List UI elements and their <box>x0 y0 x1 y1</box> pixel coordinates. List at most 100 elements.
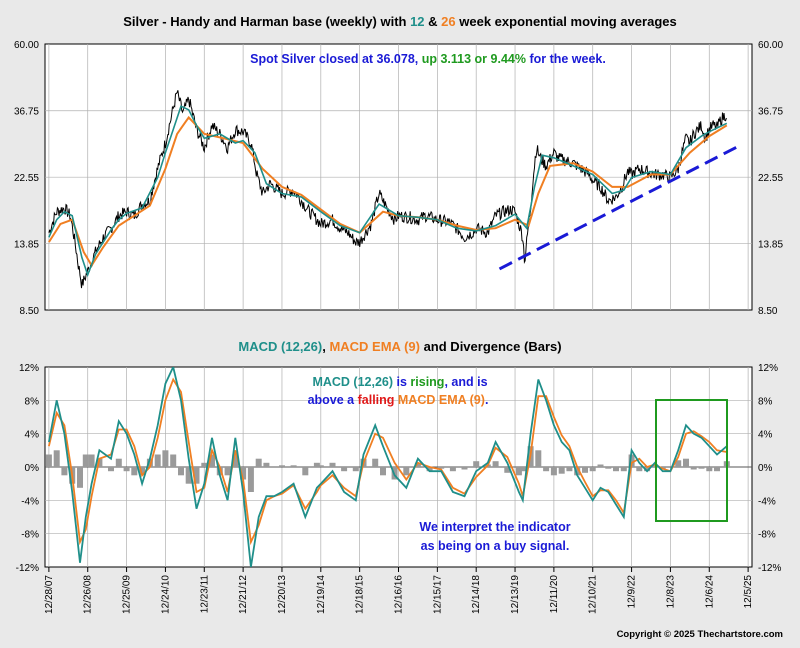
divergence-bar <box>636 467 643 472</box>
divergence-bar <box>492 461 499 467</box>
date-tick-label: 12/25/09 <box>122 575 133 614</box>
trendline <box>498 143 741 271</box>
date-tick-label: 12/9/22 <box>627 575 638 609</box>
divergence-bar <box>372 458 379 467</box>
divergence-bar <box>240 467 247 480</box>
macd-panel-series <box>45 367 730 567</box>
divergence-bar <box>247 467 254 492</box>
date-tick-label: 12/24/10 <box>160 575 171 614</box>
divergence-bar <box>82 454 89 467</box>
spot-silver-annotation: Spot Silver closed at 36.078, up 3.113 o… <box>250 52 606 66</box>
divergence-bar <box>45 454 52 467</box>
date-tick-label: 12/16/16 <box>394 575 405 614</box>
date-tick-label: 12/10/21 <box>588 575 599 614</box>
date-tick-label: 12/11/20 <box>549 575 560 614</box>
divergence-bar <box>675 460 682 467</box>
divergence-bar <box>683 458 689 467</box>
price-y-tick-right: 22.55 <box>758 173 783 184</box>
divergence-bar <box>403 467 410 476</box>
macd-annotation-line1: MACD (12,26) is rising, and is <box>312 375 487 389</box>
divergence-bar <box>550 467 557 476</box>
divergence-bar <box>341 467 348 472</box>
divergence-bar <box>178 467 184 476</box>
date-tick-label: 12/23/11 <box>199 575 210 614</box>
divergence-bar <box>232 454 239 467</box>
macd-y-tick-right: 4% <box>758 430 773 441</box>
macd-y-tick-right: 0% <box>758 463 773 474</box>
date-tick-label: 12/18/15 <box>355 575 366 614</box>
divergence-bar <box>313 462 320 467</box>
price-y-tick-right: 13.85 <box>758 240 783 251</box>
divergence-bar <box>589 467 596 472</box>
macd-y-tick-left: -4% <box>21 496 39 507</box>
divergence-bar <box>438 467 445 469</box>
date-axis: 12/28/07 12/26/08 12/25/09 12/24/10 12/23/11… <box>44 567 754 614</box>
price-y-tick-left: 60.00 <box>14 40 39 51</box>
macd-y-tick-left: 12% <box>19 363 39 374</box>
divergence-bar <box>698 467 705 469</box>
highlight-box <box>655 399 728 522</box>
price-y-tick-right: 8.50 <box>758 306 778 317</box>
divergence-bar <box>582 467 588 473</box>
divergence-bar <box>131 467 138 476</box>
divergence-bar <box>558 467 565 474</box>
price-y-tick-left: 8.50 <box>20 306 40 317</box>
divergence-bar <box>139 467 146 476</box>
date-tick-label: 12/28/07 <box>44 575 55 614</box>
date-tick-label: 12/19/14 <box>316 575 327 614</box>
divergence-bar <box>255 458 262 467</box>
divergence-bar <box>224 467 231 476</box>
price-y-tick-left: 13.85 <box>14 240 39 251</box>
divergence-bar <box>279 465 285 467</box>
price-y-tick-right: 36.75 <box>758 107 783 118</box>
divergence-bar <box>426 467 433 472</box>
ema12-line <box>48 105 728 278</box>
divergence-bar <box>449 467 456 472</box>
macd-y-tick-left: 0% <box>25 463 40 474</box>
price-panel-ticks: 60.00 60.00 36.75 36.75 22.55 22.55 13.85 13.85… <box>14 40 783 317</box>
price-panel-series <box>48 90 741 289</box>
date-tick-label: 12/21/12 <box>238 575 249 614</box>
divergence-bar <box>193 467 200 484</box>
divergence-bar <box>651 465 658 467</box>
divergence-bar <box>519 467 526 472</box>
divergence-bar <box>263 462 270 467</box>
divergence-bar <box>162 450 169 467</box>
divergence-bar <box>620 467 627 472</box>
divergence-bar <box>115 458 122 467</box>
macd-line <box>48 367 728 567</box>
divergence-bar <box>77 467 83 488</box>
divergence-bar <box>123 467 130 472</box>
price-chart-title: Silver - Handy and Harman base (weekly) … <box>123 14 676 29</box>
divergence-bar <box>352 467 359 472</box>
date-tick-label: 12/13/19 <box>510 575 521 614</box>
date-tick-label: 12/26/08 <box>83 575 94 614</box>
macd-y-tick-right: 12% <box>758 363 778 374</box>
divergence-bar <box>690 467 697 470</box>
divergence-bar <box>88 454 95 467</box>
divergence-bar <box>209 454 215 467</box>
divergence-bar <box>154 454 161 467</box>
macd-panel-ticks: 12% 12% 8% 8% 4% 4% 0% 0% -4% -4% -8% -8% -12% -12% <box>16 363 782 574</box>
divergence-bar <box>613 467 619 472</box>
macd-chart-title: MACD (12,26), MACD EMA (9) and Divergenc… <box>238 339 561 354</box>
date-tick-label: 12/15/17 <box>432 575 443 614</box>
price-y-tick-left: 36.75 <box>14 107 39 118</box>
divergence-bar <box>317 465 324 467</box>
divergence-bar <box>380 467 386 476</box>
divergence-bar <box>644 467 651 472</box>
date-tick-label: 12/6/24 <box>704 575 715 609</box>
date-tick-label: 12/20/13 <box>277 575 288 614</box>
macd-y-tick-right: -8% <box>758 530 776 541</box>
divergence-bar <box>515 467 522 476</box>
interpretation-line2: as being on a buy signal. <box>421 539 570 553</box>
divergence-bar <box>302 467 309 476</box>
macd-y-tick-left: -12% <box>16 563 39 574</box>
divergence-bar <box>414 462 421 467</box>
interpretation-line1: We interpret the indicator <box>419 520 570 534</box>
divergence-bar <box>574 467 581 476</box>
divergence-bar <box>473 461 480 467</box>
macd-y-tick-right: -4% <box>758 496 776 507</box>
divergence-bar <box>461 467 468 470</box>
